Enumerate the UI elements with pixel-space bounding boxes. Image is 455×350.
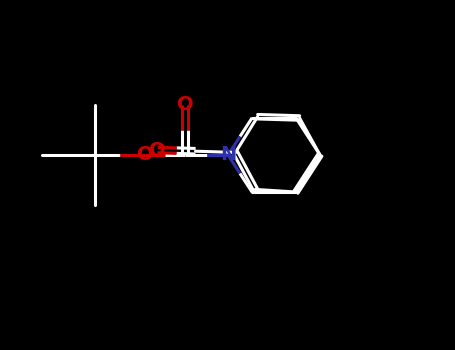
Text: O: O bbox=[136, 146, 153, 164]
Text: O: O bbox=[177, 96, 193, 114]
Text: O: O bbox=[149, 141, 166, 160]
Text: N: N bbox=[220, 146, 236, 164]
